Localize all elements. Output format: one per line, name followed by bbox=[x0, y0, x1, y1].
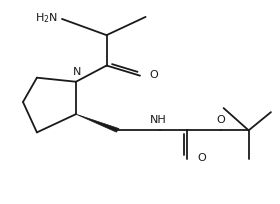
Text: O: O bbox=[197, 153, 206, 163]
Text: O: O bbox=[150, 70, 158, 80]
Text: O: O bbox=[216, 115, 225, 125]
Text: N: N bbox=[73, 67, 81, 77]
Text: NH: NH bbox=[150, 115, 167, 125]
Text: $\mathregular{H_2N}$: $\mathregular{H_2N}$ bbox=[35, 11, 58, 25]
Polygon shape bbox=[76, 114, 119, 132]
